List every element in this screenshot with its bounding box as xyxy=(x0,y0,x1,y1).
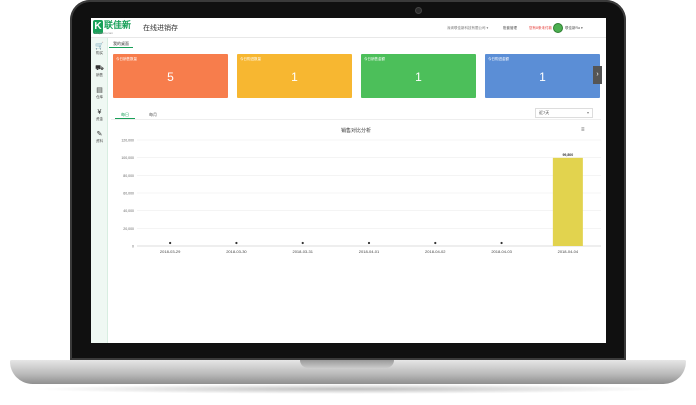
y-tick-label: 80,000 xyxy=(123,174,134,178)
x-tick-label: 2018-04-03 xyxy=(491,249,512,254)
sidebar-item-funds[interactable]: ¥ 资金 xyxy=(91,108,108,128)
warehouse-icon: ▤ xyxy=(96,87,103,94)
range-select[interactable]: 近7天 ▾ xyxy=(535,108,593,118)
zero-value-point xyxy=(301,241,304,245)
sidebar: 🛒 购买 ⛟ 销售 ▤ 仓库 ¥ 资金 ✎ 资料 xyxy=(91,38,108,343)
user-avatar[interactable] xyxy=(553,23,563,33)
sidebar-item-warehouse[interactable]: ▤ 仓库 xyxy=(91,86,108,106)
y-tick-label: 20,000 xyxy=(123,227,134,231)
sale-cart-icon: ⛟ xyxy=(95,65,104,72)
zero-value-point xyxy=(169,241,172,245)
zero-value-point xyxy=(500,241,503,245)
tab-my-desktop[interactable]: 我的桌面 xyxy=(109,39,133,48)
laptop-shadow xyxy=(30,384,666,394)
tab-monthly[interactable]: 每月 xyxy=(149,112,157,117)
top-bar: K 联佳新 lianjiaxin.com 在线进销存 深圳联佳新科技有限公司 ▾… xyxy=(91,18,606,38)
card-value: 1 xyxy=(291,70,298,84)
logo-subtitle: lianjiaxin.com xyxy=(95,31,114,35)
account-management-link[interactable]: 账套管理 xyxy=(503,26,517,30)
tab-daily[interactable]: 每日 xyxy=(115,110,135,119)
logo-text: 联佳新 xyxy=(104,20,132,30)
chart-title: 销售对比分析 xyxy=(340,128,371,134)
cart-icon: 🛒 xyxy=(95,43,104,50)
x-tick-label: 2018-04-04 xyxy=(558,249,579,254)
user-menu[interactable]: 联佳新Ra ▾ xyxy=(565,26,583,30)
bar xyxy=(552,157,583,246)
x-tick-label: 2018-03-31 xyxy=(292,249,313,254)
bar-value-label: 99,800 xyxy=(562,153,573,157)
settings-icon: ✎ xyxy=(96,131,103,138)
card-today-purchase-amount[interactable]: 今日购进金额 1 xyxy=(485,54,600,98)
sales-chart: 0 20,000 40,000 60,000 80,000 100,000 120,000 2… xyxy=(121,139,601,254)
card-label: 今日销售金额 xyxy=(364,57,385,61)
card-label: 今日销售数量 xyxy=(116,57,137,61)
zero-value-point xyxy=(367,241,371,245)
logo-mark-icon: K xyxy=(93,20,103,34)
sidebar-item-label: 资金 xyxy=(96,117,103,121)
zero-value-point xyxy=(235,241,238,245)
sidebar-item-settings[interactable]: ✎ 资料 xyxy=(91,130,108,150)
x-tick-label: 2018-04-02 xyxy=(425,249,446,254)
screen: K 联佳新 lianjiaxin.com 在线进销存 深圳联佳新科技有限公司 ▾… xyxy=(91,18,606,343)
card-today-sales-qty[interactable]: 今日销售数量 5 xyxy=(113,54,228,98)
card-today-sales-amount[interactable]: 今日销售金额 1 xyxy=(361,54,476,98)
y-tick-label: 40,000 xyxy=(123,209,134,213)
y-tick-label: 120,000 xyxy=(121,139,134,143)
card-value: 1 xyxy=(539,70,546,84)
x-tick-label: 2018-04-01 xyxy=(359,249,380,254)
sidebar-item-label: 销售 xyxy=(96,73,103,77)
chevron-right-icon[interactable]: › xyxy=(593,66,602,84)
unpaid-alert-link[interactable]: 您有8条未付款 xyxy=(529,26,552,30)
sidebar-item-sales[interactable]: ⛟ 销售 xyxy=(91,64,108,84)
sidebar-item-label: 购买 xyxy=(96,51,103,55)
logo[interactable]: K 联佳新 lianjiaxin.com xyxy=(93,20,137,36)
tabs-divider xyxy=(111,119,601,120)
y-tick-label: 100,000 xyxy=(121,156,134,160)
card-label: 今日购进数量 xyxy=(240,57,261,61)
camera-icon xyxy=(416,8,421,13)
zero-value-point xyxy=(434,241,437,245)
sidebar-item-label: 资料 xyxy=(96,139,103,143)
sidebar-item-purchase[interactable]: 🛒 购买 xyxy=(91,42,108,62)
card-label: 今日购进金额 xyxy=(488,57,509,61)
app-title: 在线进销存 xyxy=(143,25,178,32)
sidebar-item-label: 仓库 xyxy=(96,95,103,99)
card-value: 5 xyxy=(167,70,174,84)
range-select-value: 近7天 xyxy=(539,110,550,115)
menu-icon[interactable]: ≡ xyxy=(581,127,585,133)
y-tick-label: 0 xyxy=(132,245,134,249)
laptop-notch xyxy=(300,360,394,368)
x-tick-label: 2018-03-29 xyxy=(160,249,181,254)
x-tick-label: 2018-03-30 xyxy=(226,249,247,254)
company-select[interactable]: 深圳联佳新科技有限公司 ▾ xyxy=(447,26,489,30)
card-value: 1 xyxy=(415,70,422,84)
y-tick-label: 60,000 xyxy=(123,192,134,196)
chevron-down-icon: ▾ xyxy=(586,110,589,115)
money-icon: ¥ xyxy=(97,109,102,116)
card-today-purchase-qty[interactable]: 今日购进数量 1 xyxy=(237,54,352,98)
